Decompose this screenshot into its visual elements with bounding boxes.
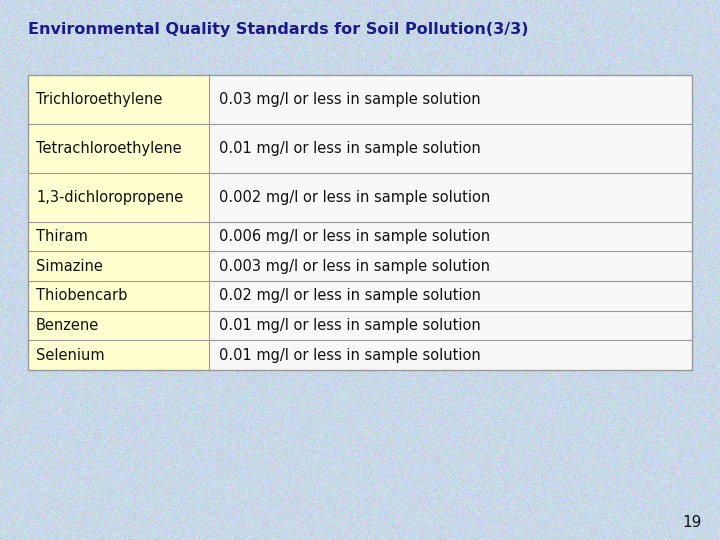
Text: Thiobencarb: Thiobencarb [36,288,127,303]
Text: 0.01 mg/l or less in sample solution: 0.01 mg/l or less in sample solution [219,348,480,363]
Text: 0.003 mg/l or less in sample solution: 0.003 mg/l or less in sample solution [219,259,490,274]
Text: 0.01 mg/l or less in sample solution: 0.01 mg/l or less in sample solution [219,318,480,333]
Text: Trichloroethylene: Trichloroethylene [36,92,163,107]
Bar [28,75,209,370]
Text: 0.002 mg/l or less in sample solution: 0.002 mg/l or less in sample solution [219,190,490,205]
Bar [28,75,692,370]
Text: 0.006 mg/l or less in sample solution: 0.006 mg/l or less in sample solution [219,229,490,244]
Text: Environmental Quality Standards for Soil Pollution(3/3): Environmental Quality Standards for Soil… [28,22,528,37]
Text: 19: 19 [683,515,702,530]
Text: 0.01 mg/l or less in sample solution: 0.01 mg/l or less in sample solution [219,141,480,156]
Text: 0.03 mg/l or less in sample solution: 0.03 mg/l or less in sample solution [219,92,480,107]
Text: 0.02 mg/l or less in sample solution: 0.02 mg/l or less in sample solution [219,288,480,303]
Bar [209,75,692,370]
Text: Selenium: Selenium [36,348,104,363]
Text: 1,3-dichloropropene: 1,3-dichloropropene [36,190,184,205]
Text: Thiram: Thiram [36,229,88,244]
Text: Benzene: Benzene [36,318,99,333]
Text: Tetrachloroethylene: Tetrachloroethylene [36,141,181,156]
Text: Simazine: Simazine [36,259,103,274]
